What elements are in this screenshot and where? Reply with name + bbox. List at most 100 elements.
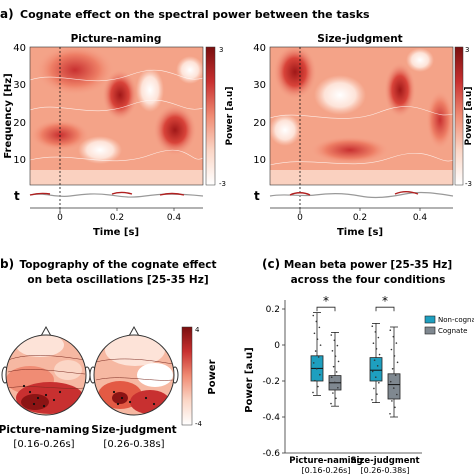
data-point	[314, 350, 317, 352]
heatmap-picture-naming	[30, 47, 203, 185]
panel-b-letter: b)	[0, 257, 14, 271]
topomap-picture-naming: Picture-naming [0.16-0.26s]	[0, 325, 91, 450]
heatmap-title-size-judgment: Size-judgment	[317, 33, 402, 45]
heatmap-title-picture-naming: Picture-naming	[71, 33, 162, 45]
panel-a: a) Cognate effect on the spectral power …	[0, 7, 474, 238]
x-tick: 0.2	[110, 213, 124, 223]
t-label: t	[14, 189, 20, 203]
panel-a-title: Cognate effect on the spectral power bet…	[20, 8, 370, 21]
data-point	[393, 355, 396, 357]
y-tick: 20	[13, 118, 26, 129]
topomap-size-judgment: Size-judgment [0.26-0.38s]	[89, 325, 179, 450]
y-tick-label: -0.6	[262, 449, 280, 459]
x-tick: 0	[297, 213, 303, 223]
significance-bracket	[375, 306, 395, 312]
data-point	[336, 344, 339, 347]
panel-c-letter: (c)	[262, 257, 280, 271]
data-point	[334, 355, 337, 357]
box-non-cognate	[369, 357, 383, 382]
group-label: Size-judgment	[350, 456, 419, 466]
data-point	[312, 314, 315, 317]
panel-a-letter: a)	[0, 7, 14, 21]
y-tick: 40	[253, 43, 266, 54]
data-point	[332, 365, 335, 368]
data-point	[335, 397, 337, 400]
cbar-label: Power [a.u]	[225, 87, 235, 146]
cbar-max: 4	[195, 326, 200, 334]
data-point	[333, 381, 336, 384]
data-point	[396, 361, 399, 364]
legend: Non-cognate Cognate	[424, 315, 474, 335]
significance-bracket	[316, 306, 336, 312]
colorbar-picture-naming	[205, 46, 216, 186]
topomap-label: Size-judgment	[91, 424, 176, 436]
data-point	[315, 320, 318, 323]
data-point	[314, 379, 316, 382]
cbar-min: -3	[465, 180, 472, 188]
cbar-max: 3	[219, 46, 223, 54]
data-point	[312, 391, 314, 394]
data-point	[371, 370, 374, 373]
y-axis-size-judgment: 40 30 20 10	[253, 43, 266, 166]
panel-c-title-1: Mean beta power [25-35 Hz]	[284, 259, 452, 271]
cbar-min: -4	[195, 420, 203, 428]
data-point	[373, 359, 376, 361]
x-tick: 0.4	[413, 213, 428, 223]
data-point	[316, 338, 319, 341]
data-point	[337, 386, 339, 389]
data-point	[375, 348, 378, 350]
x-axis-label: Time [s]	[337, 227, 383, 238]
y-tick: 10	[253, 155, 266, 166]
topomap-window: [0.16-0.26s]	[13, 439, 74, 450]
y-tick: 30	[13, 80, 26, 91]
data-point	[319, 344, 322, 346]
cbar-label: Power	[207, 359, 218, 394]
x-axis-size-judgment: 0 0.2 0.4 Time [s]	[270, 207, 453, 238]
x-tick: 0.2	[353, 213, 367, 223]
panel-b: b) Topography of the cognate effect on b…	[0, 257, 218, 450]
y-tick-label: -0.4	[262, 413, 280, 423]
t-trace-picture-naming	[29, 191, 204, 198]
data-point	[332, 392, 334, 394]
cbar-max: 3	[465, 46, 469, 54]
cbar-min: -3	[219, 180, 226, 188]
data-point	[333, 339, 336, 342]
data-point	[372, 342, 375, 345]
group-window: [0.26-0.38s]	[361, 466, 410, 474]
x-tick: 0.4	[167, 213, 182, 223]
panel-c: (c) Mean beta power [25-35 Hz] across th…	[244, 257, 474, 474]
group-window: [0.16-0.26s]	[302, 466, 351, 474]
y-tick-label: 0	[274, 341, 280, 351]
y-axis-label: Frequency [Hz]	[3, 73, 14, 158]
data-point	[313, 332, 316, 335]
panel-b-title-1: Topography of the cognate effect	[20, 259, 217, 271]
topomap-window: [0.26-0.38s]	[103, 439, 164, 450]
data-point	[376, 365, 379, 367]
data-point	[330, 376, 333, 379]
legend-swatch	[424, 326, 436, 335]
group-label: Picture-naming	[289, 456, 362, 466]
data-point	[389, 329, 392, 332]
t-label: t	[254, 189, 260, 203]
y-tick-label: 0.2	[266, 305, 280, 315]
colorbar-topomap	[181, 326, 193, 426]
x-axis-label: Time [s]	[93, 227, 139, 238]
topomap-label: Picture-naming	[0, 424, 89, 436]
legend-label: Non-cognate	[438, 316, 474, 324]
data-point	[317, 356, 320, 358]
data-point	[373, 387, 375, 390]
y-axis-picture-naming: 40 30 20 10	[13, 43, 26, 166]
data-point	[330, 402, 332, 405]
data-point	[335, 371, 338, 373]
y-axis-label-boxplot: Power [a.u]	[244, 347, 255, 412]
data-point	[378, 382, 380, 384]
data-point	[378, 353, 381, 356]
data-point	[330, 334, 333, 336]
data-point	[318, 326, 321, 329]
data-point	[317, 385, 319, 388]
heatmap-size-judgment	[270, 47, 453, 185]
panel-c-title-2: across the four conditions	[291, 274, 446, 286]
data-point	[315, 367, 318, 370]
y-tick: 30	[253, 80, 266, 91]
